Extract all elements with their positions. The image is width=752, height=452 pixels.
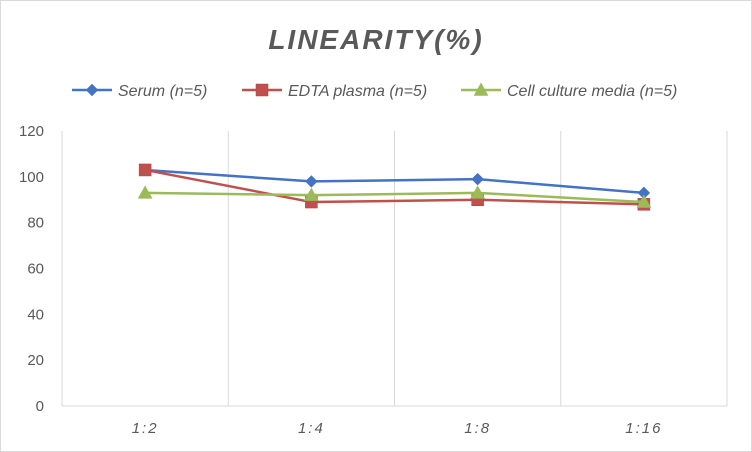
x-tick-label: 1:8 <box>464 420 491 437</box>
chart-title: LINEARITY(%) <box>268 24 483 55</box>
y-tick-label: 100 <box>19 169 44 186</box>
y-tick-label: 120 <box>19 123 44 140</box>
y-tick-label: 20 <box>27 352 44 369</box>
series-group <box>137 163 652 211</box>
series-line <box>144 168 644 206</box>
legend-label: EDTA plasma (n=5) <box>288 83 427 100</box>
data-point <box>471 172 484 186</box>
legend-label: Cell culture media (n=5) <box>507 83 677 100</box>
legend-label: Serum (n=5) <box>118 83 207 100</box>
series-line <box>145 191 644 204</box>
y-tick-label: 40 <box>27 306 44 323</box>
y-tick-label: 60 <box>27 261 44 278</box>
series-line <box>145 168 644 195</box>
x-tick-label: 1:2 <box>132 420 159 437</box>
data-point <box>470 185 485 199</box>
legend-marker <box>85 83 99 97</box>
y-tick-label: 0 <box>36 398 44 415</box>
data-point <box>137 185 153 199</box>
x-axis: 1:2 1:4 1:8 1:16 <box>132 420 662 437</box>
data-point <box>636 194 652 208</box>
legend: Serum (n=5) EDTA plasma (n=5) Cell culture… <box>72 82 677 100</box>
x-tick-label: 1:16 <box>625 420 662 437</box>
y-axis: 0 20 40 60 80 100 120 <box>19 123 44 415</box>
legend-marker <box>255 83 269 97</box>
data-point <box>304 187 319 201</box>
x-tick-label: 1:4 <box>298 420 325 437</box>
y-tick-label: 80 <box>27 215 44 232</box>
legend-marker <box>473 82 489 96</box>
data-point <box>138 163 152 177</box>
data-point <box>305 175 318 188</box>
